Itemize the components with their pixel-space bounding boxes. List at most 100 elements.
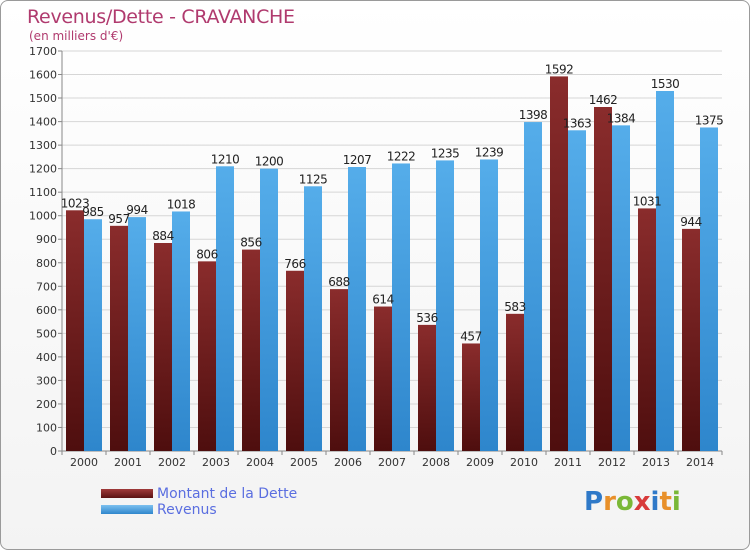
x-tick-label: 2008 [422, 456, 450, 469]
bar-debt [110, 225, 128, 451]
data-label-revenue: 1235 [431, 146, 460, 160]
bar-debt [286, 270, 304, 451]
y-tick-label: 200 [36, 398, 57, 411]
y-tick-label: 1200 [29, 163, 57, 176]
y-tick-label: 900 [36, 233, 57, 246]
chart-title: Revenus/Dette - CRAVANCHE [27, 6, 295, 28]
x-tick-label: 2005 [290, 456, 318, 469]
data-label-revenue: 1018 [167, 197, 196, 211]
bar-debt [198, 261, 216, 451]
logo-letter: o [615, 487, 634, 517]
data-label-debt: 806 [196, 247, 217, 261]
bar-revenue [84, 219, 102, 451]
x-tick-label: 2003 [202, 456, 230, 469]
y-tick-label: 800 [36, 257, 57, 270]
bar-debt [506, 313, 524, 451]
bar-debt [374, 306, 392, 451]
data-label-revenue: 1222 [387, 149, 416, 163]
data-label-revenue: 1363 [563, 116, 592, 130]
bar-debt [242, 249, 260, 451]
bar-debt [330, 289, 348, 451]
data-label-revenue: 1375 [695, 113, 724, 127]
y-tick-label: 1400 [29, 116, 57, 129]
x-tick-label: 2013 [642, 456, 670, 469]
y-tick-label: 1600 [29, 69, 57, 82]
y-tick-label: 100 [36, 421, 57, 434]
unit-label: (en milliers d'€) [29, 29, 124, 43]
data-label-debt: 884 [152, 229, 173, 243]
y-tick-label: 1500 [29, 92, 57, 105]
logo-letter: x [633, 487, 651, 517]
data-label-revenue: 1207 [343, 153, 372, 167]
y-tick-label: 1300 [29, 139, 57, 152]
bar-revenue [304, 186, 322, 451]
data-label-debt: 1031 [633, 194, 662, 208]
x-tick-label: 2000 [70, 456, 98, 469]
x-tick-label: 2009 [466, 456, 494, 469]
bar-revenue [568, 130, 586, 451]
bar-revenue [216, 166, 234, 451]
y-tick-label: 1700 [29, 45, 57, 58]
data-label-debt: 957 [108, 212, 129, 226]
bar-revenue [392, 163, 410, 451]
y-tick-label: 700 [36, 280, 57, 293]
logo-letter: i [671, 487, 681, 517]
data-label-debt: 1462 [589, 93, 618, 107]
bar-revenue [612, 125, 630, 452]
bar-debt [638, 208, 656, 451]
bar-revenue [172, 211, 190, 451]
legend-swatch-revenue [101, 505, 153, 514]
x-tick-label: 2004 [246, 456, 274, 469]
x-tick-label: 2001 [114, 456, 142, 469]
x-tick-label: 2010 [510, 456, 538, 469]
bar-debt [462, 343, 480, 451]
bar-revenue [260, 168, 278, 451]
logo-letter: t [659, 487, 672, 517]
logo-letter: i [650, 487, 660, 517]
y-tick-label: 300 [36, 374, 57, 387]
bar-revenue [128, 217, 146, 451]
data-label-revenue: 1239 [475, 145, 504, 159]
data-label-debt: 944 [680, 215, 701, 229]
data-label-debt: 583 [504, 300, 525, 314]
data-label-revenue: 1398 [519, 108, 548, 122]
bar-revenue [700, 127, 718, 452]
logo-letter: P [584, 487, 604, 517]
bar-revenue [436, 160, 454, 452]
data-label-revenue: 1384 [607, 111, 636, 125]
x-tick-label: 2007 [378, 456, 406, 469]
x-tick-label: 2011 [554, 456, 582, 469]
data-label-debt: 766 [284, 257, 305, 271]
legend-swatch-debt [101, 489, 153, 498]
x-tick-label: 2012 [598, 456, 626, 469]
proxiti-logo: Proxiti [584, 487, 681, 517]
bar-debt [66, 210, 84, 451]
bar-revenue [480, 159, 498, 451]
data-label-revenue: 994 [126, 203, 147, 217]
data-label-revenue: 1210 [211, 152, 240, 166]
y-tick-label: 0 [50, 445, 57, 458]
bar-debt [682, 228, 700, 451]
data-label-debt: 688 [328, 275, 349, 289]
y-tick-label: 1100 [29, 186, 57, 199]
logo-letter: r [603, 487, 616, 517]
data-label-revenue: 985 [82, 205, 103, 219]
bar-debt [418, 324, 436, 451]
legend-label-debt: Montant de la Dette [157, 486, 298, 502]
bar-debt [594, 107, 612, 451]
data-label-debt: 536 [416, 311, 437, 325]
y-tick-label: 600 [36, 304, 57, 317]
data-label-revenue: 1200 [255, 155, 284, 169]
x-tick-label: 2014 [686, 456, 714, 469]
data-label-debt: 1023 [61, 196, 90, 210]
y-tick-label: 400 [36, 351, 57, 364]
bar-revenue [524, 122, 542, 451]
y-tick-label: 500 [36, 327, 57, 340]
data-label-revenue: 1530 [651, 77, 680, 91]
data-label-revenue: 1125 [299, 172, 328, 186]
data-label-debt: 1592 [545, 62, 574, 76]
bar-debt [154, 243, 172, 451]
y-tick-label: 1000 [29, 210, 57, 223]
data-label-debt: 614 [372, 293, 393, 307]
